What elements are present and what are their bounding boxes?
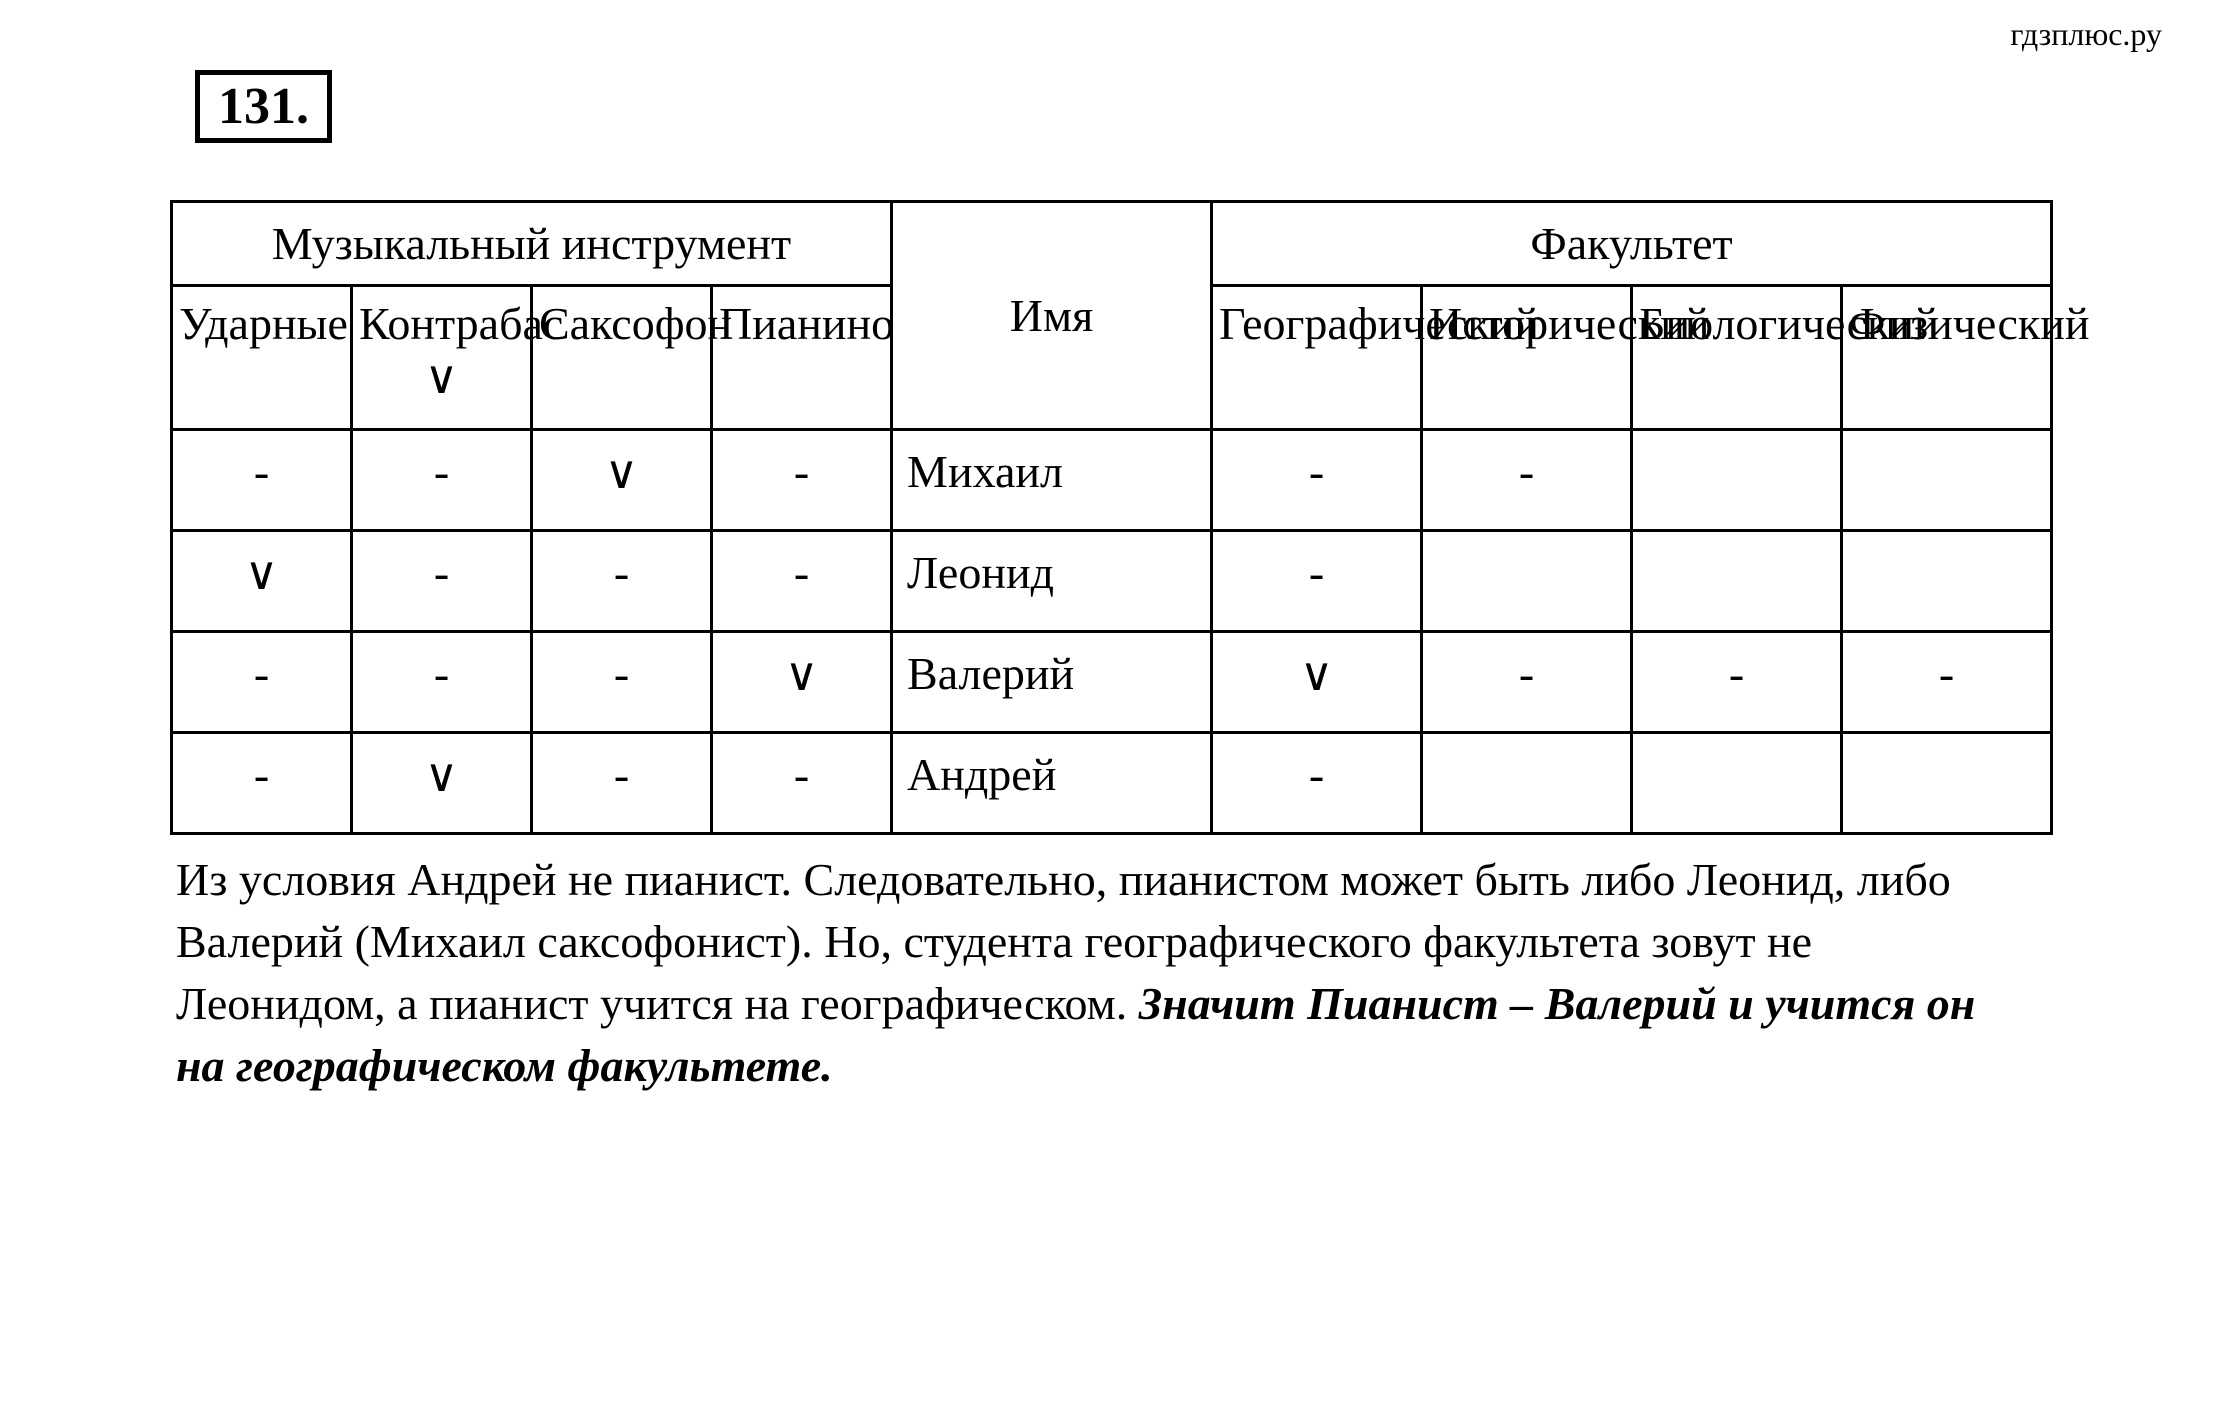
cell-name: Валерий — [892, 632, 1212, 733]
header-faculty-0: Географический — [1212, 286, 1422, 430]
watermark-top: гдзплюс.ру — [2010, 16, 2162, 53]
cell-fac — [1422, 531, 1632, 632]
logic-table: Музыкальный инструмент Имя Факультет Уда… — [170, 200, 2053, 835]
problem-number-dot: . — [296, 78, 309, 135]
cell-fac — [1422, 733, 1632, 834]
header-instrument-0: Ударные — [172, 286, 352, 430]
cell-fac: - — [1212, 531, 1422, 632]
cell-fac: - — [1632, 632, 1842, 733]
header-instrument-group: Музыкальный инструмент — [172, 202, 892, 286]
cell-fac: - — [1422, 430, 1632, 531]
cell-instr: - — [172, 733, 352, 834]
cell-instr: - — [712, 733, 892, 834]
cell-instr: - — [712, 430, 892, 531]
header-faculty-group: Факультет — [1212, 202, 2052, 286]
cell-instr: ∨ — [352, 733, 532, 834]
cell-instr: ∨ — [532, 430, 712, 531]
cell-instr: - — [172, 430, 352, 531]
cell-fac: ∨ — [1212, 632, 1422, 733]
cell-name: Андрей — [892, 733, 1212, 834]
header-name: Имя — [892, 202, 1212, 430]
cell-instr: ∨ — [712, 632, 892, 733]
cell-fac — [1842, 531, 2052, 632]
cell-fac — [1632, 733, 1842, 834]
cell-instr: - — [352, 632, 532, 733]
cell-fac: - — [1212, 430, 1422, 531]
solution-text: Из условия Андрей не пианист. Следовател… — [176, 849, 2016, 1097]
cell-instr: - — [532, 733, 712, 834]
cell-instr: - — [172, 632, 352, 733]
cell-instr: - — [532, 531, 712, 632]
cell-fac — [1632, 531, 1842, 632]
table-row: - ∨ - - Андрей - — [172, 733, 2052, 834]
cell-instr: ∨ — [172, 531, 352, 632]
cell-instr: - — [712, 531, 892, 632]
cell-fac: - — [1212, 733, 1422, 834]
cell-fac — [1842, 733, 2052, 834]
table-row: - - - ∨ Валерий ∨ - - - — [172, 632, 2052, 733]
content: Музыкальный инструмент Имя Факультет Уда… — [170, 200, 2050, 1097]
cell-fac — [1632, 430, 1842, 531]
cell-fac: - — [1422, 632, 1632, 733]
cell-instr: - — [532, 632, 712, 733]
cell-name: Михаил — [892, 430, 1212, 531]
header-instrument-1: Контрабас ∨ — [352, 286, 532, 430]
cell-name: Леонид — [892, 531, 1212, 632]
cell-instr: - — [352, 430, 532, 531]
table-row: ∨ - - - Леонид - — [172, 531, 2052, 632]
header-faculty-2: Биологический — [1632, 286, 1842, 430]
header-instrument-2: Саксофон — [532, 286, 712, 430]
cell-fac — [1842, 430, 2052, 531]
cell-fac: - — [1842, 632, 2052, 733]
header-instrument-3: Пианино — [712, 286, 892, 430]
header-faculty-1: Исторический — [1422, 286, 1632, 430]
problem-number: 131 — [218, 78, 296, 135]
cell-instr: - — [352, 531, 532, 632]
header-faculty-3: Физический — [1842, 286, 2052, 430]
problem-number-box: 131. — [195, 70, 332, 143]
table-row: - - ∨ - Михаил - - — [172, 430, 2052, 531]
